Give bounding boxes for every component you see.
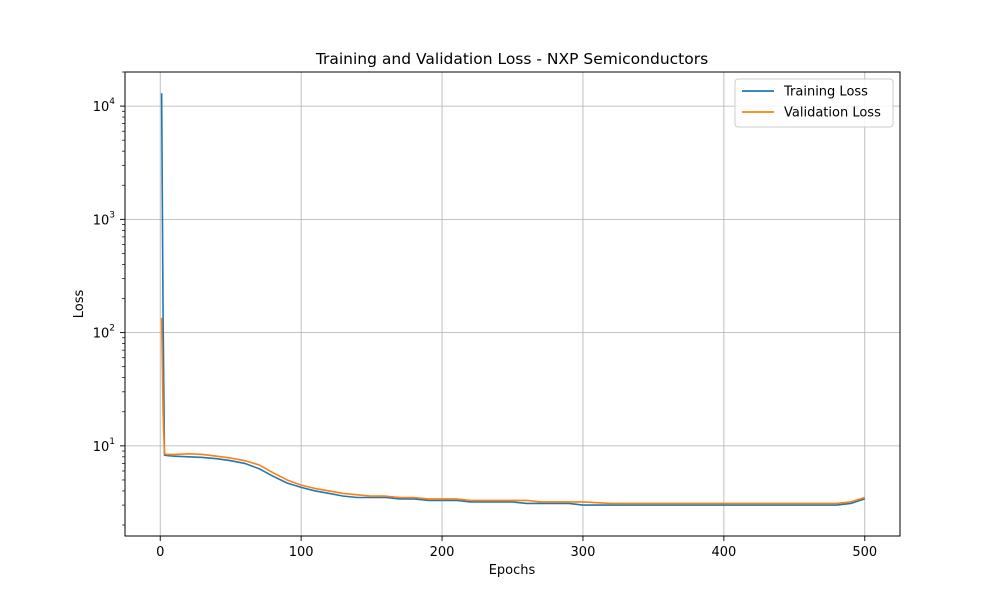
y-tick-label: 101 <box>93 437 115 455</box>
validation-loss-line <box>160 317 866 505</box>
chart-title: Training and Validation Loss - NXP Semic… <box>315 50 708 68</box>
y-tick-label: 102 <box>93 324 115 342</box>
x-tick-label: 500 <box>852 545 877 560</box>
y-tick-label: 103 <box>93 210 115 228</box>
x-axis-ticks: 0 100 200 300 400 500 <box>156 536 877 560</box>
x-tick-label: 400 <box>711 545 736 560</box>
x-axis-label: Epochs <box>489 563 536 578</box>
y-tick-label: 104 <box>93 97 116 115</box>
series-lines <box>160 93 866 506</box>
legend: Training Loss Validation Loss <box>734 78 894 128</box>
legend-label-validation: Validation Loss <box>784 106 881 121</box>
x-tick-label: 0 <box>156 545 164 560</box>
x-tick-label: 100 <box>289 545 314 560</box>
plot-frame <box>124 71 901 537</box>
y-axis-ticks: 101 102 103 104 <box>93 71 125 526</box>
x-tick-label: 200 <box>430 545 455 560</box>
legend-label-training: Training Loss <box>783 85 868 100</box>
training-loss-line <box>160 93 866 506</box>
x-tick-label: 300 <box>571 545 596 560</box>
y-axis-label: Loss <box>72 290 87 319</box>
legend-box <box>734 78 894 128</box>
